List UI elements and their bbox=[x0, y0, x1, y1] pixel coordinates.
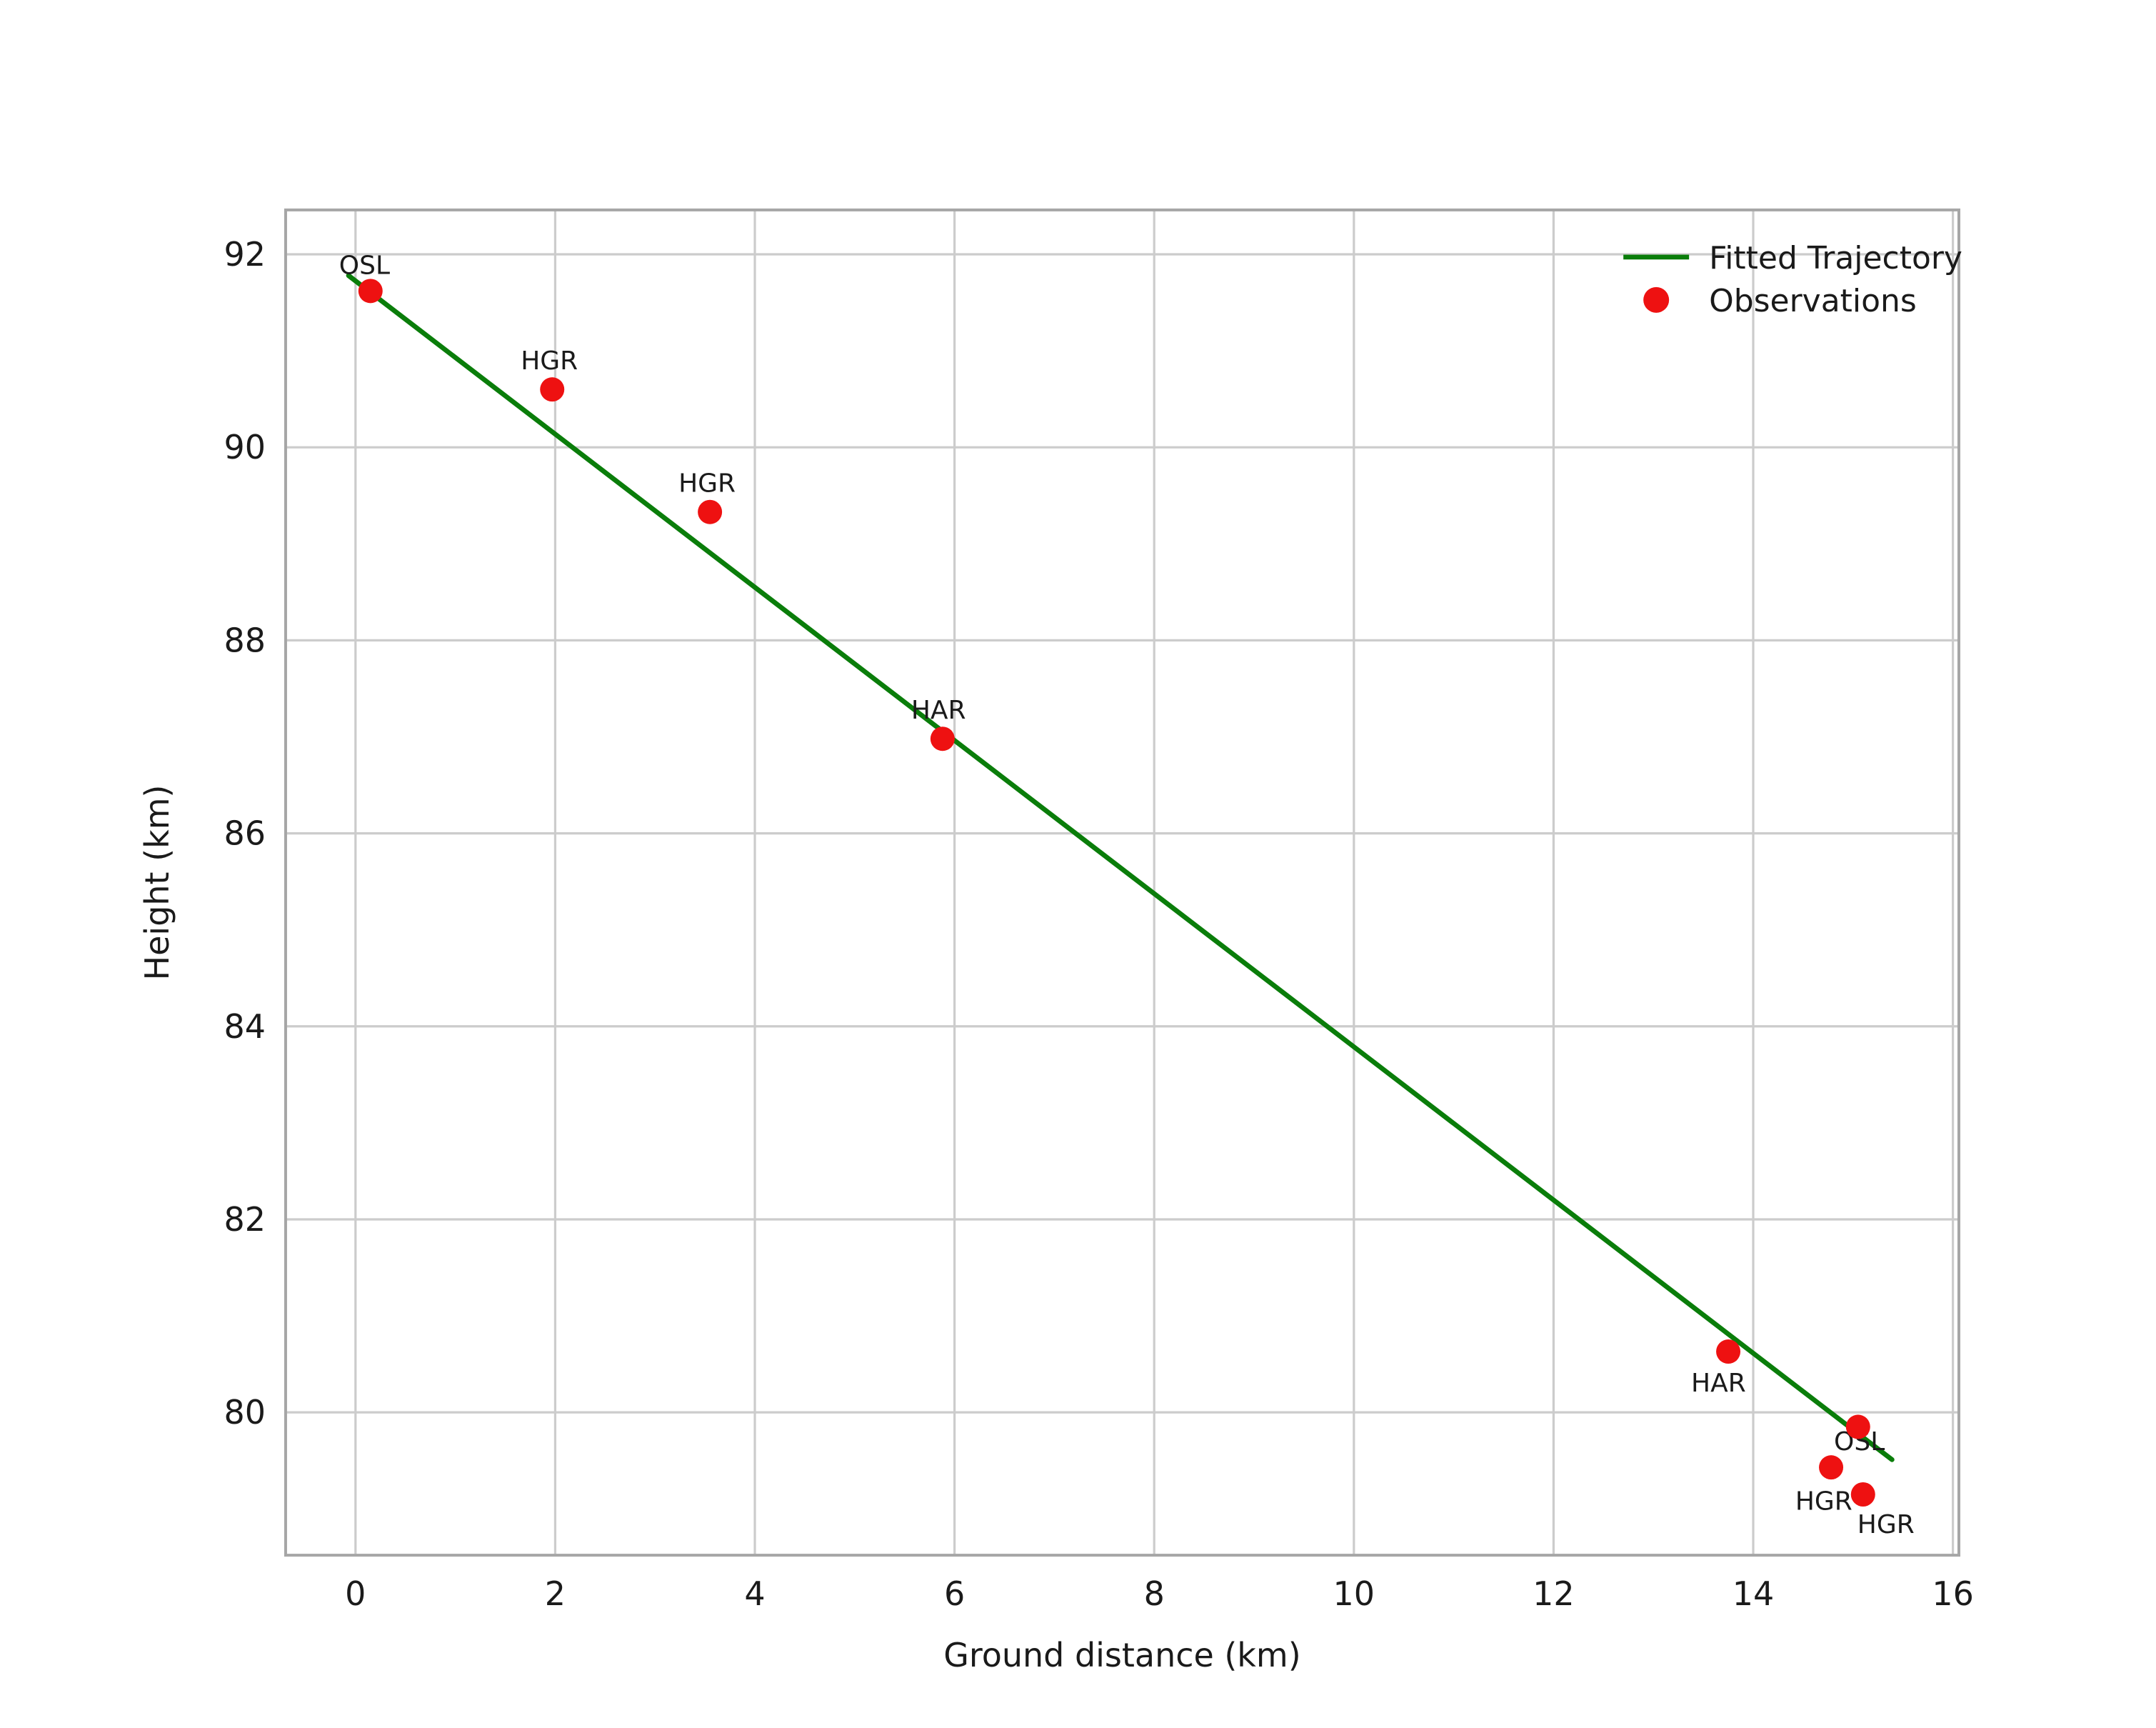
observation-point bbox=[1716, 1339, 1741, 1364]
observation-point bbox=[930, 726, 955, 751]
legend-label-observations: Observations bbox=[1709, 283, 1917, 319]
observation-point bbox=[698, 499, 723, 524]
observation-label: HGR bbox=[1857, 1510, 1915, 1539]
x-tick-label: 16 bbox=[1932, 1574, 1974, 1613]
observation-label: OSL bbox=[339, 251, 390, 280]
y-tick-label: 90 bbox=[224, 428, 265, 466]
x-tick-label: 14 bbox=[1733, 1574, 1774, 1613]
x-tick-label: 2 bbox=[545, 1574, 566, 1613]
y-tick-label: 88 bbox=[224, 621, 265, 659]
y-tick-label: 84 bbox=[224, 1007, 265, 1046]
x-tick-label: 6 bbox=[944, 1574, 965, 1613]
observation-point bbox=[1845, 1414, 1870, 1439]
y-tick-label: 82 bbox=[224, 1200, 265, 1239]
plot-frame bbox=[284, 208, 1960, 1557]
x-tick-label: 10 bbox=[1333, 1574, 1375, 1613]
legend-marker-observations bbox=[1643, 286, 1670, 313]
x-tick-label: 4 bbox=[744, 1574, 765, 1613]
y-tick-label: 92 bbox=[224, 235, 265, 274]
observation-label: HAR bbox=[911, 696, 966, 725]
x-axis-label: Ground distance (km) bbox=[943, 1636, 1300, 1674]
x-tick-label: 0 bbox=[345, 1574, 366, 1613]
x-tick-label: 12 bbox=[1533, 1574, 1575, 1613]
x-tick-label: 8 bbox=[1144, 1574, 1165, 1613]
legend-label-fitted-trajectory: Fitted Trajectory bbox=[1709, 240, 1962, 276]
observation-point bbox=[1819, 1455, 1844, 1480]
observation-point bbox=[1850, 1482, 1875, 1507]
y-tick-label: 86 bbox=[224, 814, 265, 853]
observation-label: HGR bbox=[521, 346, 578, 376]
y-axis-label: Height (km) bbox=[138, 785, 176, 981]
fitted-trajectory-line bbox=[346, 273, 1895, 1462]
observation-label: HGR bbox=[1795, 1487, 1852, 1516]
observation-point bbox=[540, 377, 565, 402]
observation-label: HAR bbox=[1691, 1369, 1746, 1398]
observation-point bbox=[358, 279, 383, 304]
observation-label: HGR bbox=[678, 469, 736, 499]
y-tick-label: 80 bbox=[224, 1393, 265, 1432]
